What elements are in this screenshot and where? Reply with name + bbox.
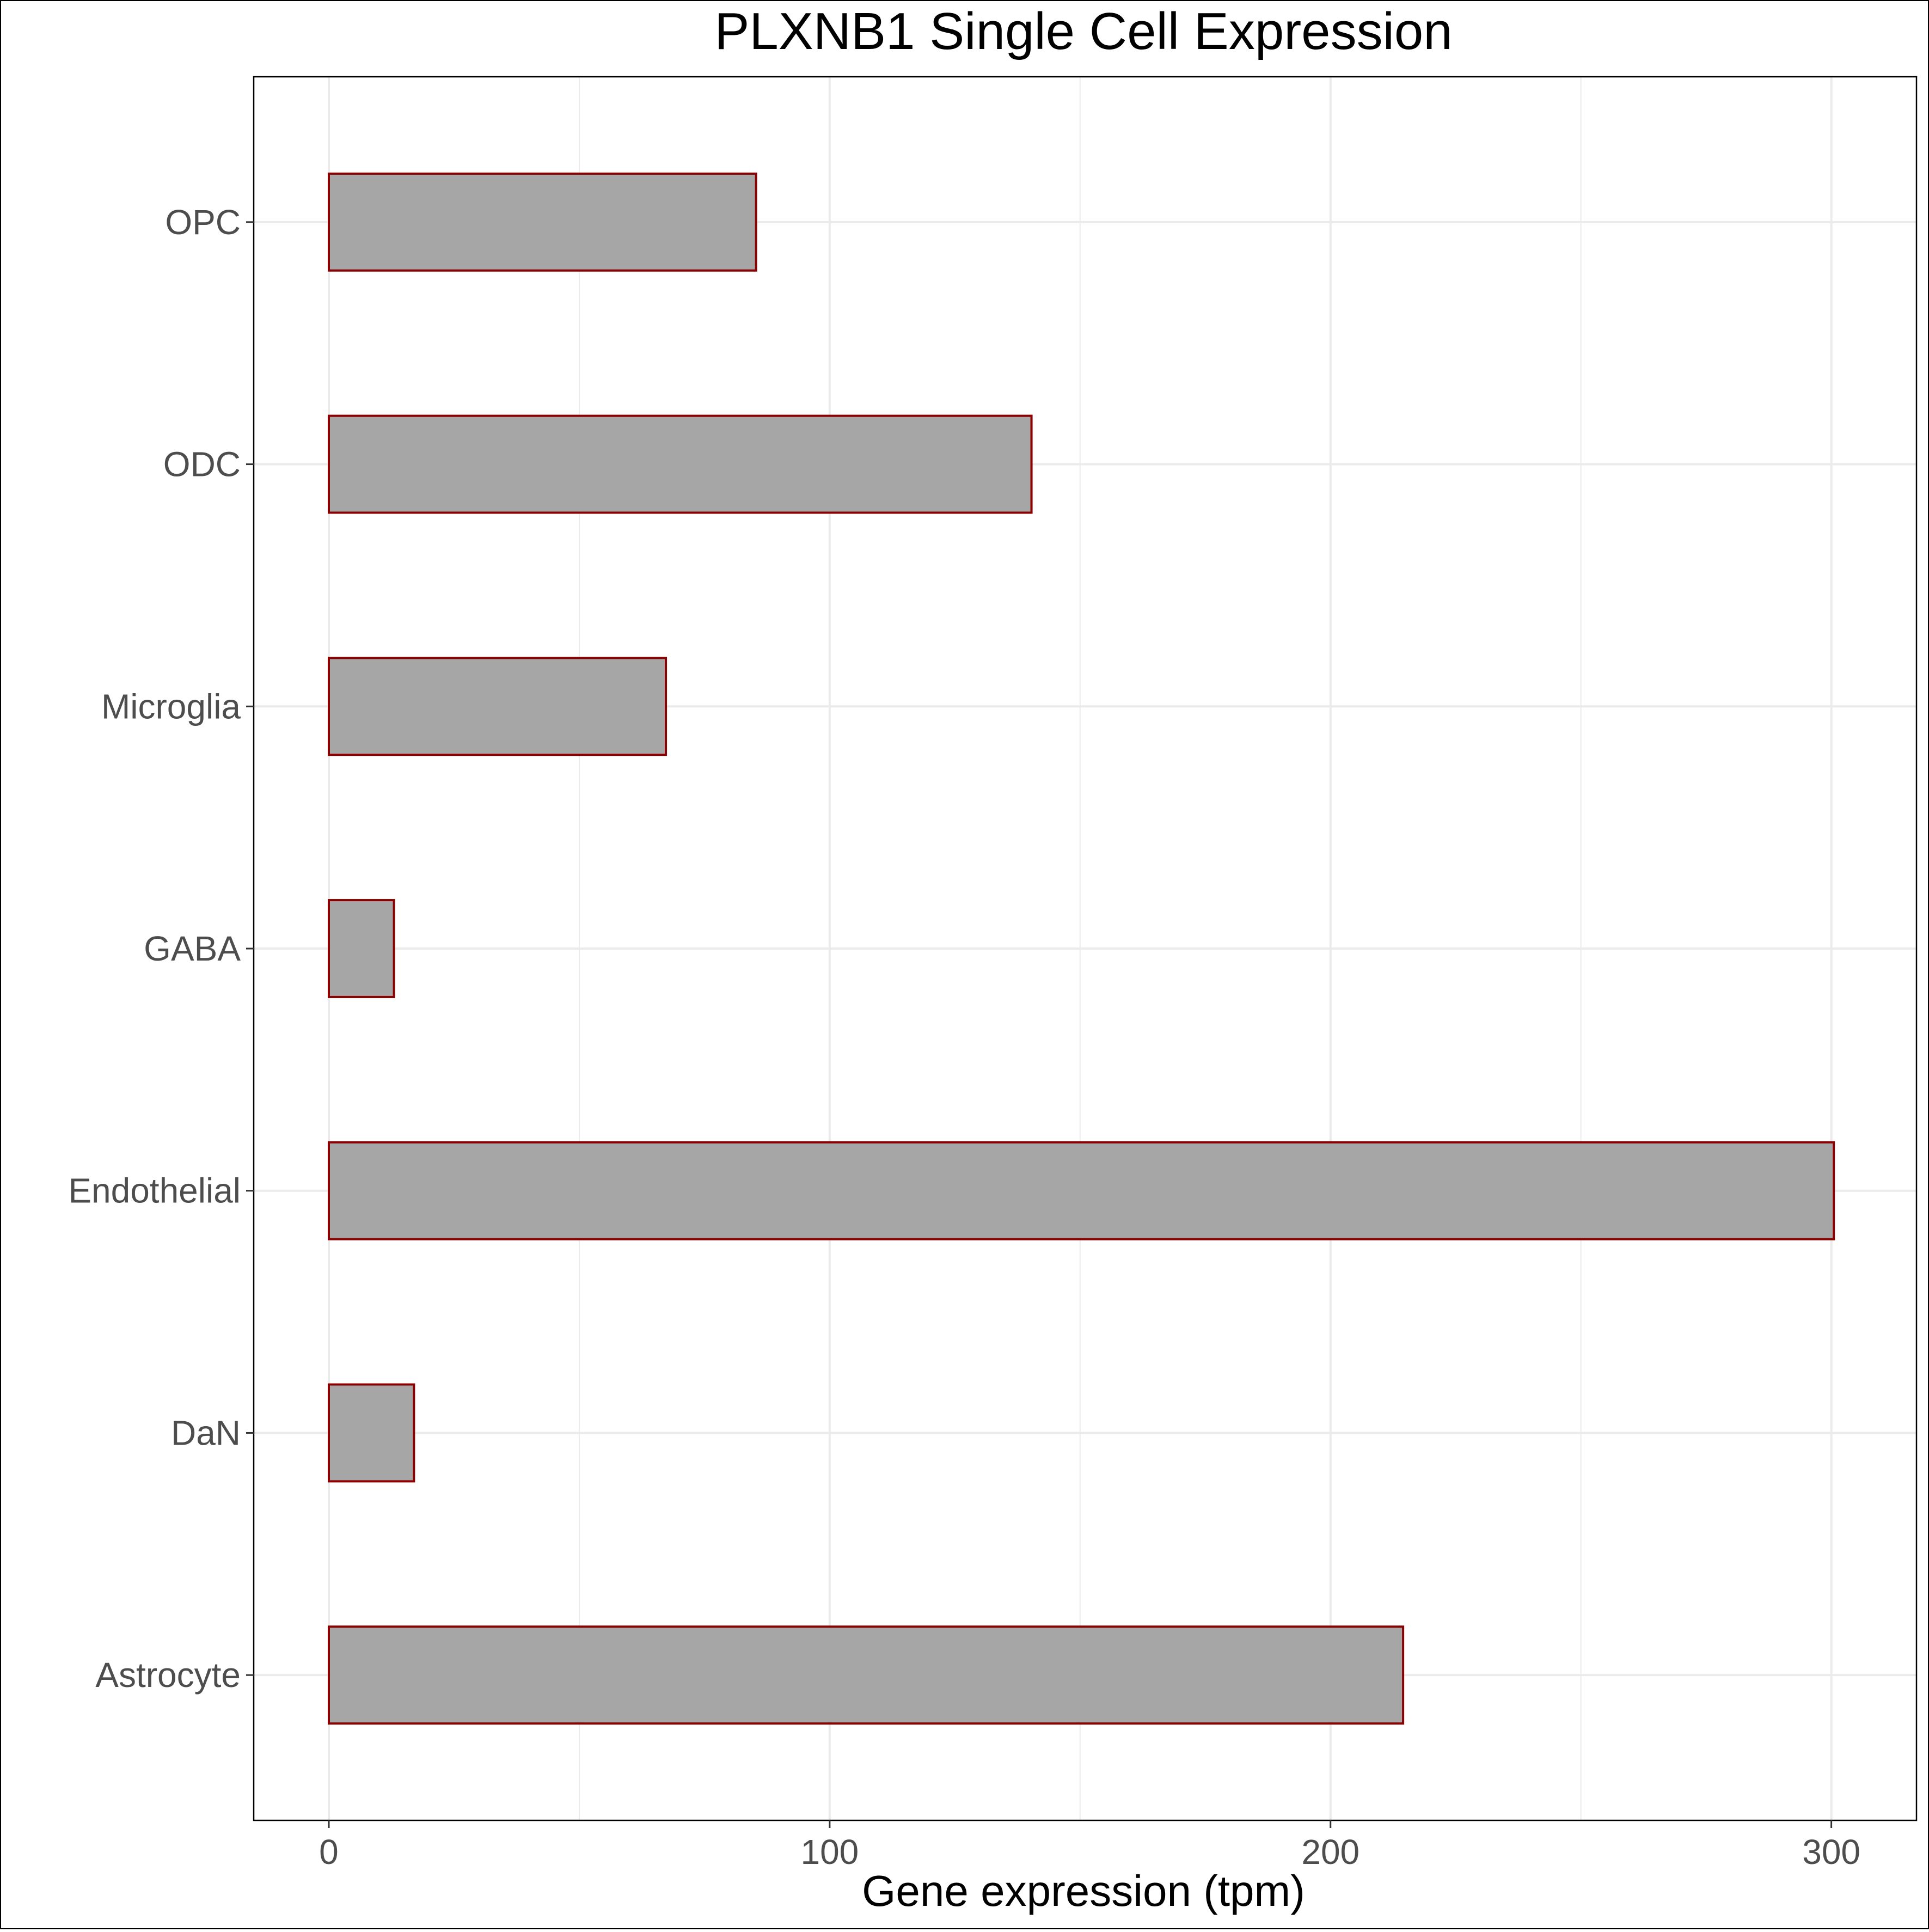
chart-title: PLXNB1 Single Cell Expression <box>714 2 1452 60</box>
x-tick-label: 200 <box>1301 1832 1360 1872</box>
y-tick-label: DaN <box>171 1413 241 1452</box>
x-tick-label: 100 <box>800 1832 859 1872</box>
y-tick-label: Astrocyte <box>95 1655 241 1695</box>
x-axis-ticks: 0 100 200 300 <box>319 1820 1860 1872</box>
bar-astrocyte <box>327 1625 1405 1725</box>
y-tick-label: Microglia <box>101 687 241 726</box>
bar-opc <box>327 172 757 272</box>
y-axis-ticks: Astrocyte DaN Endothelial GABA Microglia ODC O… <box>68 203 254 1695</box>
x-tick-label: 0 <box>319 1832 339 1872</box>
bar-microglia <box>327 657 668 756</box>
bar-gaba <box>327 899 395 998</box>
y-tick-label: Endothelial <box>68 1171 241 1210</box>
y-tick-label: GABA <box>144 929 241 968</box>
bar-endothelial <box>327 1141 1835 1240</box>
bars <box>327 172 1835 1725</box>
bar-dan <box>327 1383 415 1483</box>
x-axis-title: Gene expression (tpm) <box>862 1867 1305 1915</box>
y-tick-label: ODC <box>163 445 241 484</box>
x-tick-label: 300 <box>1802 1832 1860 1872</box>
y-tick-label: OPC <box>165 203 241 242</box>
bar-odc <box>327 414 1033 514</box>
